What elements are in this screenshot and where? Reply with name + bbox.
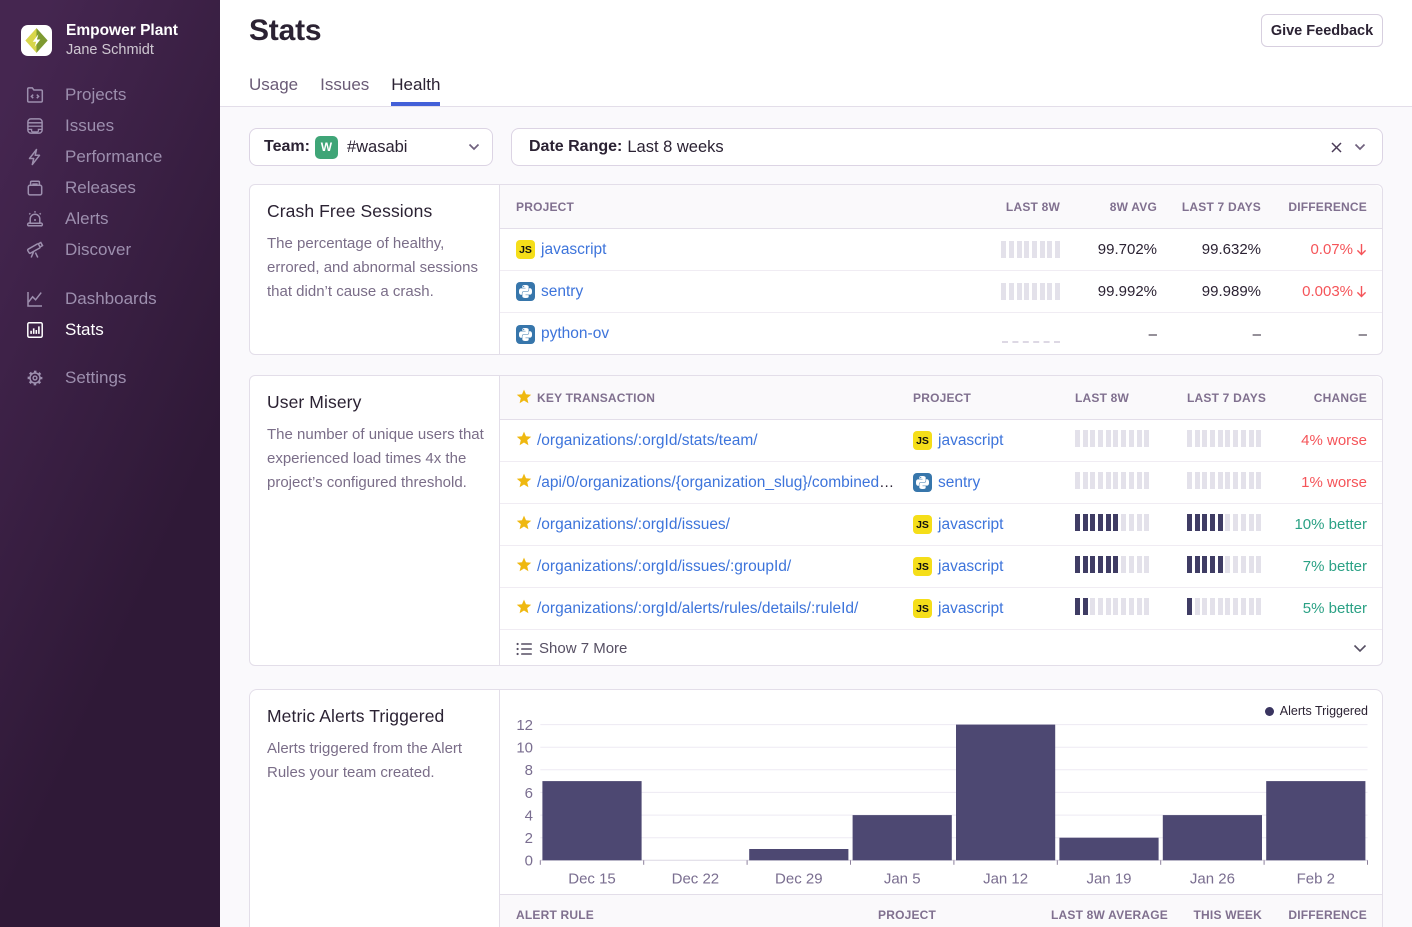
svg-text:Jan 19: Jan 19 [1086, 871, 1131, 888]
svg-text:Feb 2: Feb 2 [1297, 871, 1335, 888]
svg-text:2: 2 [525, 830, 533, 847]
svg-text:4: 4 [525, 808, 533, 825]
svg-text:6: 6 [525, 785, 533, 802]
svg-text:12: 12 [516, 717, 533, 734]
svg-text:10: 10 [516, 740, 533, 757]
svg-text:Dec 22: Dec 22 [672, 871, 720, 888]
svg-text:0: 0 [525, 853, 533, 870]
svg-text:Jan 26: Jan 26 [1190, 871, 1235, 888]
svg-text:Dec 15: Dec 15 [568, 871, 616, 888]
svg-text:Jan 12: Jan 12 [983, 871, 1028, 888]
svg-text:Dec 29: Dec 29 [775, 871, 823, 888]
svg-text:Jan 5: Jan 5 [884, 871, 921, 888]
svg-text:8: 8 [525, 762, 533, 779]
